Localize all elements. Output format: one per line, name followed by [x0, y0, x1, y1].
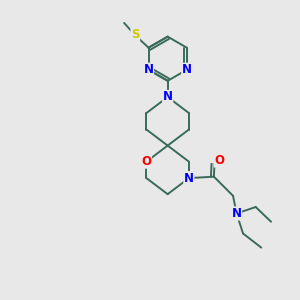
Text: N: N [163, 91, 173, 103]
Text: N: N [182, 63, 192, 76]
Text: S: S [131, 28, 140, 41]
Text: O: O [142, 155, 152, 168]
Text: O: O [214, 154, 224, 167]
Text: N: N [143, 63, 154, 76]
Text: N: N [232, 207, 242, 220]
Text: N: N [184, 172, 194, 184]
